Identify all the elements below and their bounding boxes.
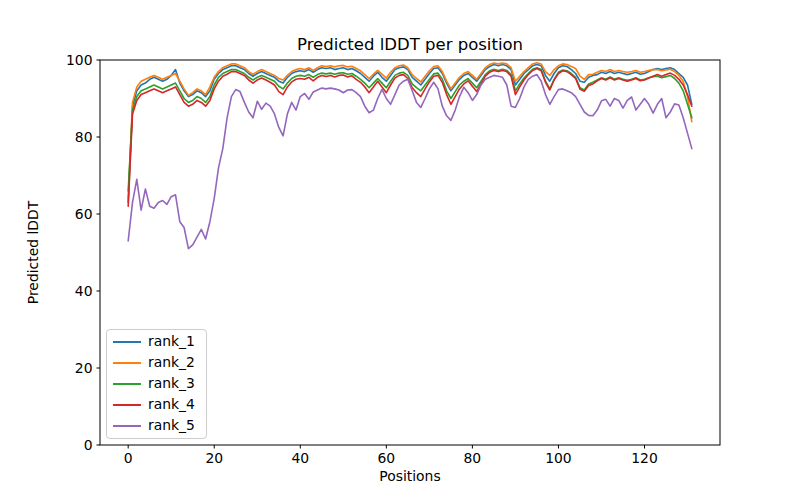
- legend-item: rank_4: [113, 396, 206, 414]
- y-tick-label: 80: [75, 129, 93, 145]
- y-axis-label: Predicted lDDT: [25, 200, 41, 304]
- legend-line-rank-1: [113, 341, 141, 343]
- series-lines: [128, 63, 692, 249]
- legend-line-rank-4: [113, 404, 141, 406]
- legend-line-rank-2: [113, 362, 141, 364]
- y-tick-label: 40: [75, 283, 93, 299]
- legend-label: rank_1: [148, 335, 195, 349]
- legend-label: rank_5: [148, 419, 195, 433]
- x-tick-label: 100: [545, 450, 572, 466]
- x-tick-label: 120: [631, 450, 658, 466]
- y-tick-label: 60: [75, 206, 93, 222]
- legend-label: rank_4: [148, 398, 195, 412]
- y-tick-label: 100: [66, 52, 93, 68]
- x-tick-label: 0: [124, 450, 133, 466]
- legend-label: rank_3: [148, 377, 195, 391]
- legend-item: rank_5: [113, 417, 206, 435]
- series-line-rank_5: [128, 75, 692, 249]
- legend-line-rank-5: [113, 425, 141, 427]
- x-tick-label: 80: [464, 450, 482, 466]
- legend-item: rank_1: [113, 333, 206, 351]
- legend-label: rank_2: [148, 356, 195, 370]
- chart-title: Predicted lDDT per position: [297, 35, 523, 54]
- x-axis-label: Positions: [379, 468, 440, 484]
- x-tick-label: 60: [377, 450, 395, 466]
- legend: rank_1 rank_2 rank_3 rank_4 rank_5: [106, 329, 207, 439]
- x-tick-label: 20: [205, 450, 223, 466]
- y-tick-label: 0: [84, 437, 93, 453]
- legend-line-rank-3: [113, 383, 141, 385]
- y-tick-label: 20: [75, 360, 93, 376]
- legend-item: rank_2: [113, 354, 206, 372]
- x-tick-label: 40: [291, 450, 309, 466]
- matplotlib-figure: 0 20 40 60 80 100 120 0 20 40 60 80 100 Predicted l…: [0, 0, 800, 500]
- x-axis-ticks: 0 20 40 60 80 100 120: [124, 445, 658, 466]
- y-axis-ticks: 0 20 40 60 80 100: [66, 52, 100, 453]
- legend-item: rank_3: [113, 375, 206, 393]
